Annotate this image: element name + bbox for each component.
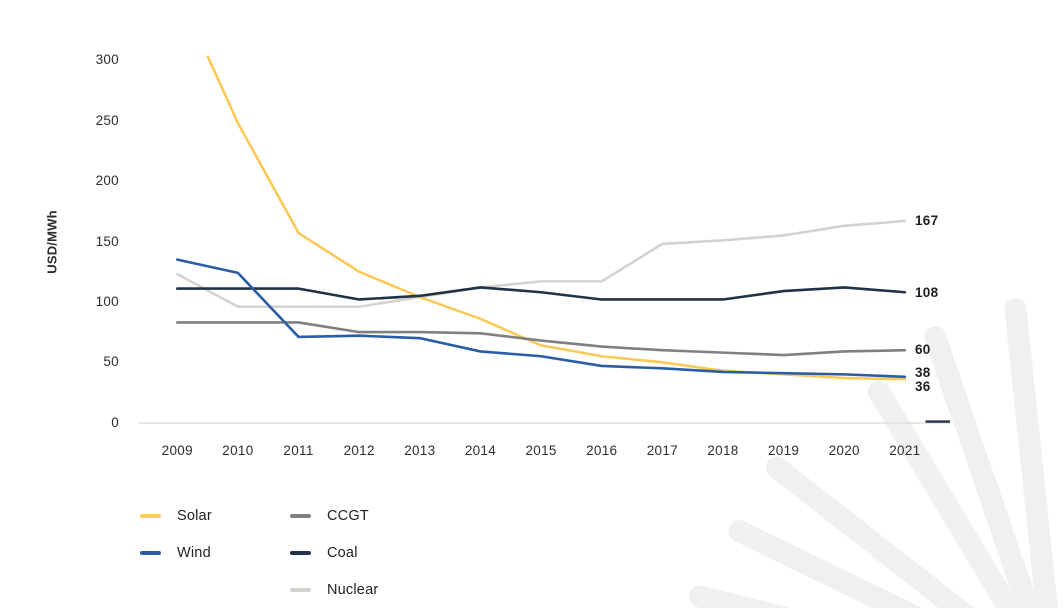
x-tick-2016: 2016 <box>586 443 618 458</box>
x-tick-2021: 2021 <box>889 443 921 458</box>
end-label-ccgt: 60 <box>915 342 931 358</box>
x-tick-2013: 2013 <box>404 443 436 458</box>
end-label-nuclear: 167 <box>915 212 939 228</box>
sunburst-ray-0 <box>1004 298 1058 608</box>
legend-label-nuclear: Nuclear <box>327 582 379 598</box>
x-tick-2018: 2018 <box>707 443 739 458</box>
x-tick-2011: 2011 <box>283 443 314 458</box>
legend-label-ccgt: CCGT <box>327 508 369 524</box>
sunburst-ray-2 <box>867 380 1022 608</box>
x-tick-2020: 2020 <box>828 443 860 458</box>
series-line-ccgt <box>176 321 907 357</box>
y-tick-200: 200 <box>95 173 119 189</box>
x-tick-2015: 2015 <box>525 443 557 458</box>
x-tick-2012: 2012 <box>343 443 375 458</box>
end-label-wind: 38 <box>915 365 931 381</box>
legend-swatch-ccgt <box>290 513 311 519</box>
x-tick-2017: 2017 <box>646 443 678 458</box>
end-label-solar: 36 <box>915 379 931 395</box>
legend-label-coal: Coal <box>327 545 358 561</box>
legend-label-wind: Wind <box>177 545 211 561</box>
y-tick-100: 100 <box>95 293 119 309</box>
sunburst-ray-3 <box>765 456 975 608</box>
x-tick-2010: 2010 <box>222 443 254 458</box>
legend-item-ccgt: CCGT <box>290 507 369 525</box>
legend-swatch-solar <box>140 513 161 519</box>
x-tick-2014: 2014 <box>464 443 497 458</box>
series-line-coal <box>176 286 907 301</box>
legend-swatch-nuclear <box>290 587 311 593</box>
series-line-wind <box>176 258 907 379</box>
y-tick-0: 0 <box>111 414 119 430</box>
legend-item-coal: Coal <box>290 544 358 562</box>
series-line-nuclear <box>176 219 907 309</box>
y-tick-300: 300 <box>95 52 119 68</box>
x-tick-2019: 2019 <box>767 443 800 458</box>
x-tick-2009: 2009 <box>161 443 193 458</box>
legend-item-nuclear: Nuclear <box>290 581 378 599</box>
y-axis-title: USD/MWh <box>44 210 60 274</box>
end-label-coal: 108 <box>915 285 939 301</box>
y-tick-250: 250 <box>95 112 119 128</box>
sunburst-ray-1 <box>924 326 1041 608</box>
legend-swatch-coal <box>290 550 311 556</box>
sunburst-ray-4 <box>728 520 923 608</box>
legend-item-wind: Wind <box>140 544 211 562</box>
legend-label-solar: Solar <box>177 508 212 524</box>
y-tick-50: 50 <box>103 354 119 370</box>
legend-swatch-wind <box>140 550 161 556</box>
y-tick-150: 150 <box>95 233 119 249</box>
legend-item-solar: Solar <box>140 507 212 525</box>
